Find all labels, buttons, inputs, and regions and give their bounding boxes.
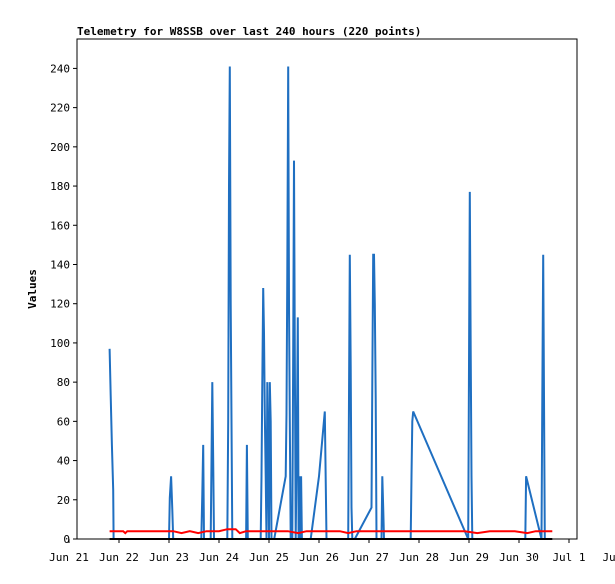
y-tick-label: 100 [50, 337, 70, 350]
y-tick-label: 240 [50, 62, 70, 75]
y-tick-label: 160 [50, 219, 70, 232]
y-tick-label: 80 [57, 376, 70, 389]
y-tick-label: 220 [50, 102, 70, 115]
x-tick-label: Jun 23 [149, 551, 189, 564]
chart-title: Telemetry for W8SSB over last 240 hours … [77, 25, 421, 38]
y-tick-label: 40 [57, 455, 70, 468]
x-tick-label: Jun 27 [349, 551, 389, 564]
x-tick-label: Jun 28 [399, 551, 439, 564]
y-tick-label: 20 [57, 494, 70, 507]
y-tick-label: 200 [50, 141, 70, 154]
x-tick-label: Jun 25 [249, 551, 289, 564]
y-tick-label: 0 [63, 533, 70, 546]
x-tick-label: Jun 30 [499, 551, 539, 564]
y-axis: 0 20 40 60 80 100 120 140 160 180 200 220 240 [50, 62, 77, 546]
y-tick-label: 140 [50, 258, 70, 271]
series-line-1 [109, 528, 553, 535]
y-axis-label: Values [26, 269, 39, 309]
x-tick-label: Jun 21 [49, 551, 89, 564]
x-tick-label: Jun 22 [99, 551, 139, 564]
y-tick-label: 120 [50, 298, 70, 311]
y-tick-label: 60 [57, 415, 70, 428]
plot-area [76, 38, 578, 540]
x-axis: Jun 21 Jun 22 Jun 23 Jun 24 Jun 25 Jun 26 Jun … [49, 539, 615, 564]
x-tick-label: Jul 1 [552, 551, 585, 564]
x-tick-label: Jul 2 [602, 551, 615, 564]
series-layer [108, 66, 553, 540]
x-tick-label: Jun 29 [449, 551, 489, 564]
y-tick-label: 180 [50, 180, 70, 193]
x-tick-label: Jun 24 [199, 551, 239, 564]
x-tick-label: Jun 26 [299, 551, 339, 564]
